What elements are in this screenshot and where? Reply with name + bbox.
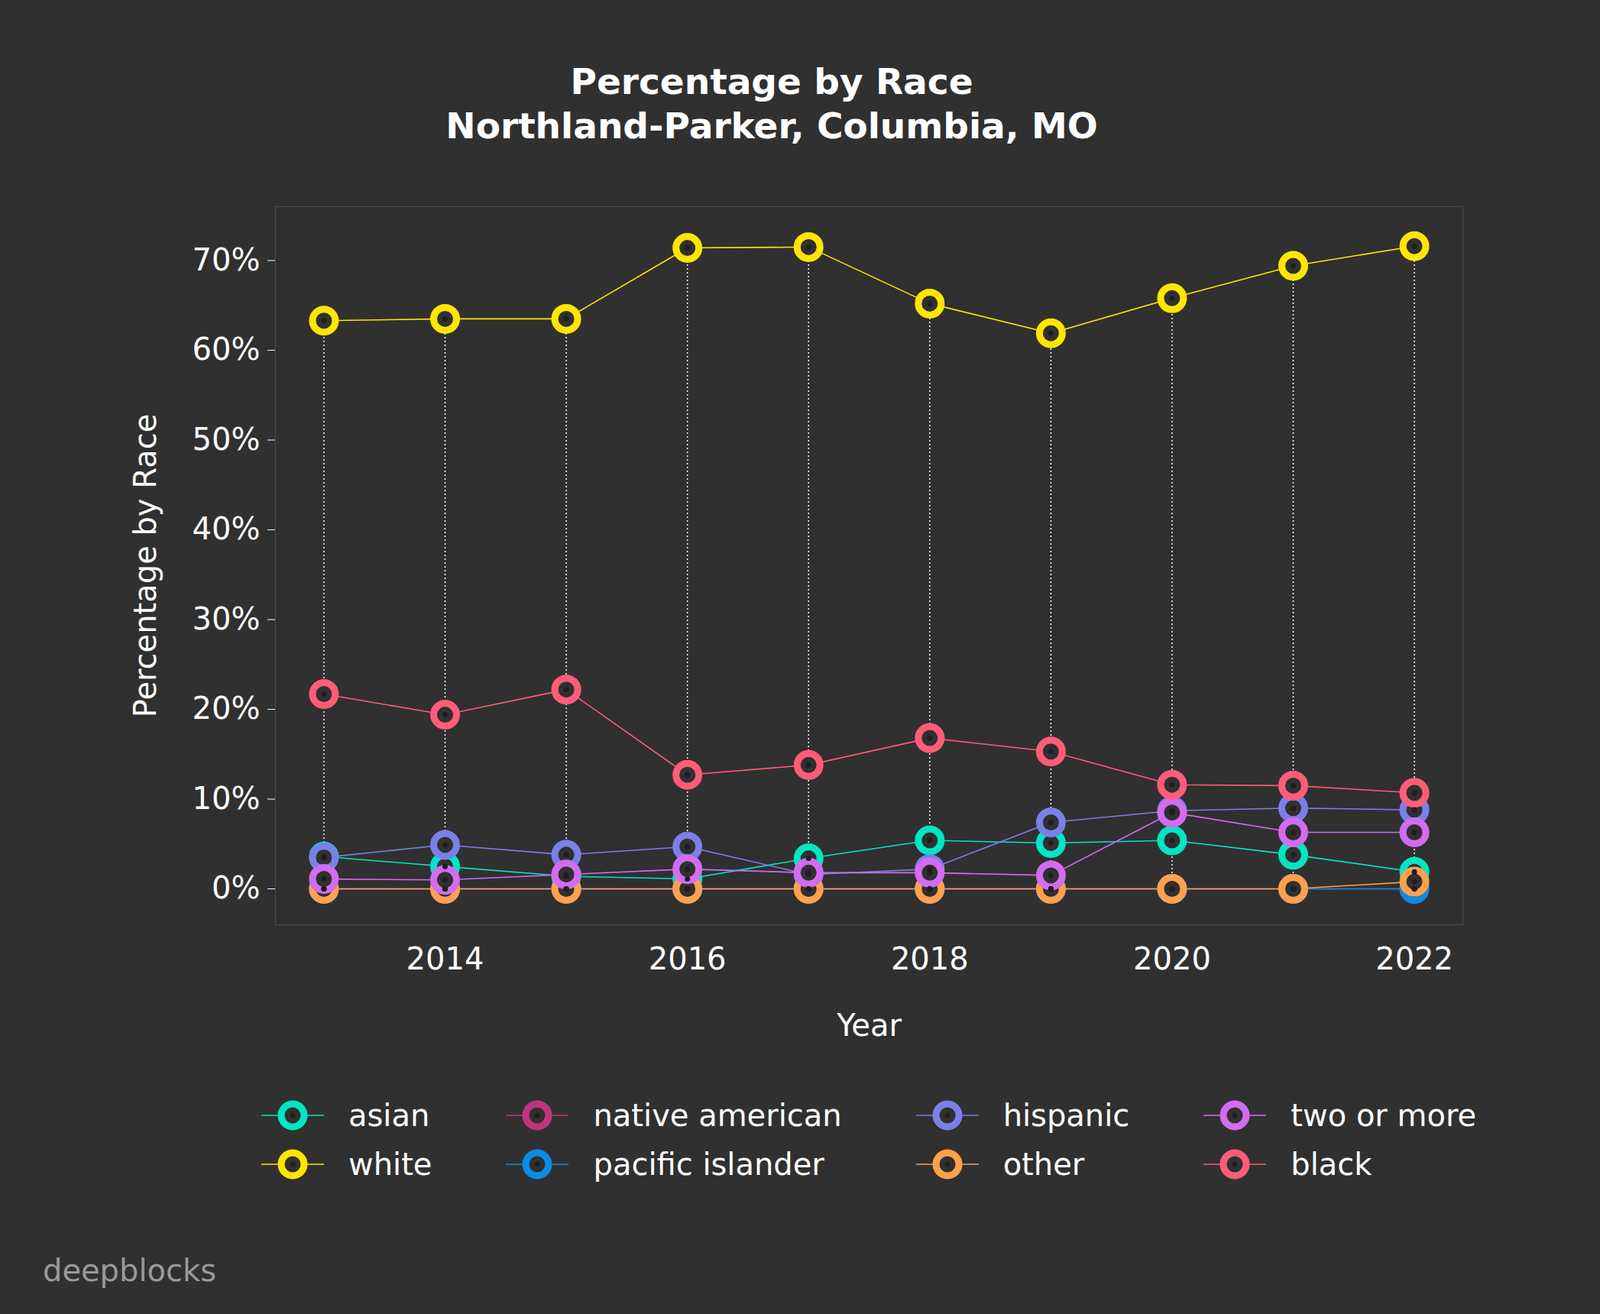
svg-text:Percentage by Race: Percentage by Race — [127, 414, 163, 719]
svg-text:2022: 2022 — [1375, 941, 1454, 977]
html-text:Northland-Parker, Columbia, MO: Northland-Parker, Columbia, MO — [445, 104, 1098, 147]
html-text:other: other — [1002, 1146, 1085, 1183]
svg-text:60%: 60% — [192, 331, 261, 367]
svg-text:2014: 2014 — [406, 941, 485, 977]
html-text:deepblocks: deepblocks — [42, 1253, 217, 1289]
html-text:Percentage by Race: Percentage by Race — [570, 60, 974, 103]
svg-text:20%: 20% — [192, 690, 261, 726]
html-text:hispanic: hispanic — [1002, 1097, 1130, 1134]
svg-text:70%: 70% — [192, 242, 261, 278]
html-text:asian: asian — [348, 1097, 430, 1134]
svg-text:40%: 40% — [192, 511, 261, 547]
svg-text:30%: 30% — [192, 601, 261, 637]
svg-text:0%: 0% — [211, 870, 260, 906]
html-text:white: white — [348, 1146, 433, 1183]
html-text:pacific islander: pacific islander — [593, 1146, 825, 1183]
svg-text:50%: 50% — [192, 421, 261, 457]
html-text:native american: native american — [593, 1097, 842, 1134]
svg-text:10%: 10% — [192, 780, 261, 817]
html-text:black: black — [1290, 1146, 1372, 1183]
svg-text:Year: Year — [835, 1007, 902, 1043]
svg-text:2016: 2016 — [648, 941, 727, 977]
svg-text:2020: 2020 — [1133, 941, 1212, 977]
svg-text:2018: 2018 — [890, 941, 969, 977]
html-text:two or more: two or more — [1290, 1097, 1477, 1134]
